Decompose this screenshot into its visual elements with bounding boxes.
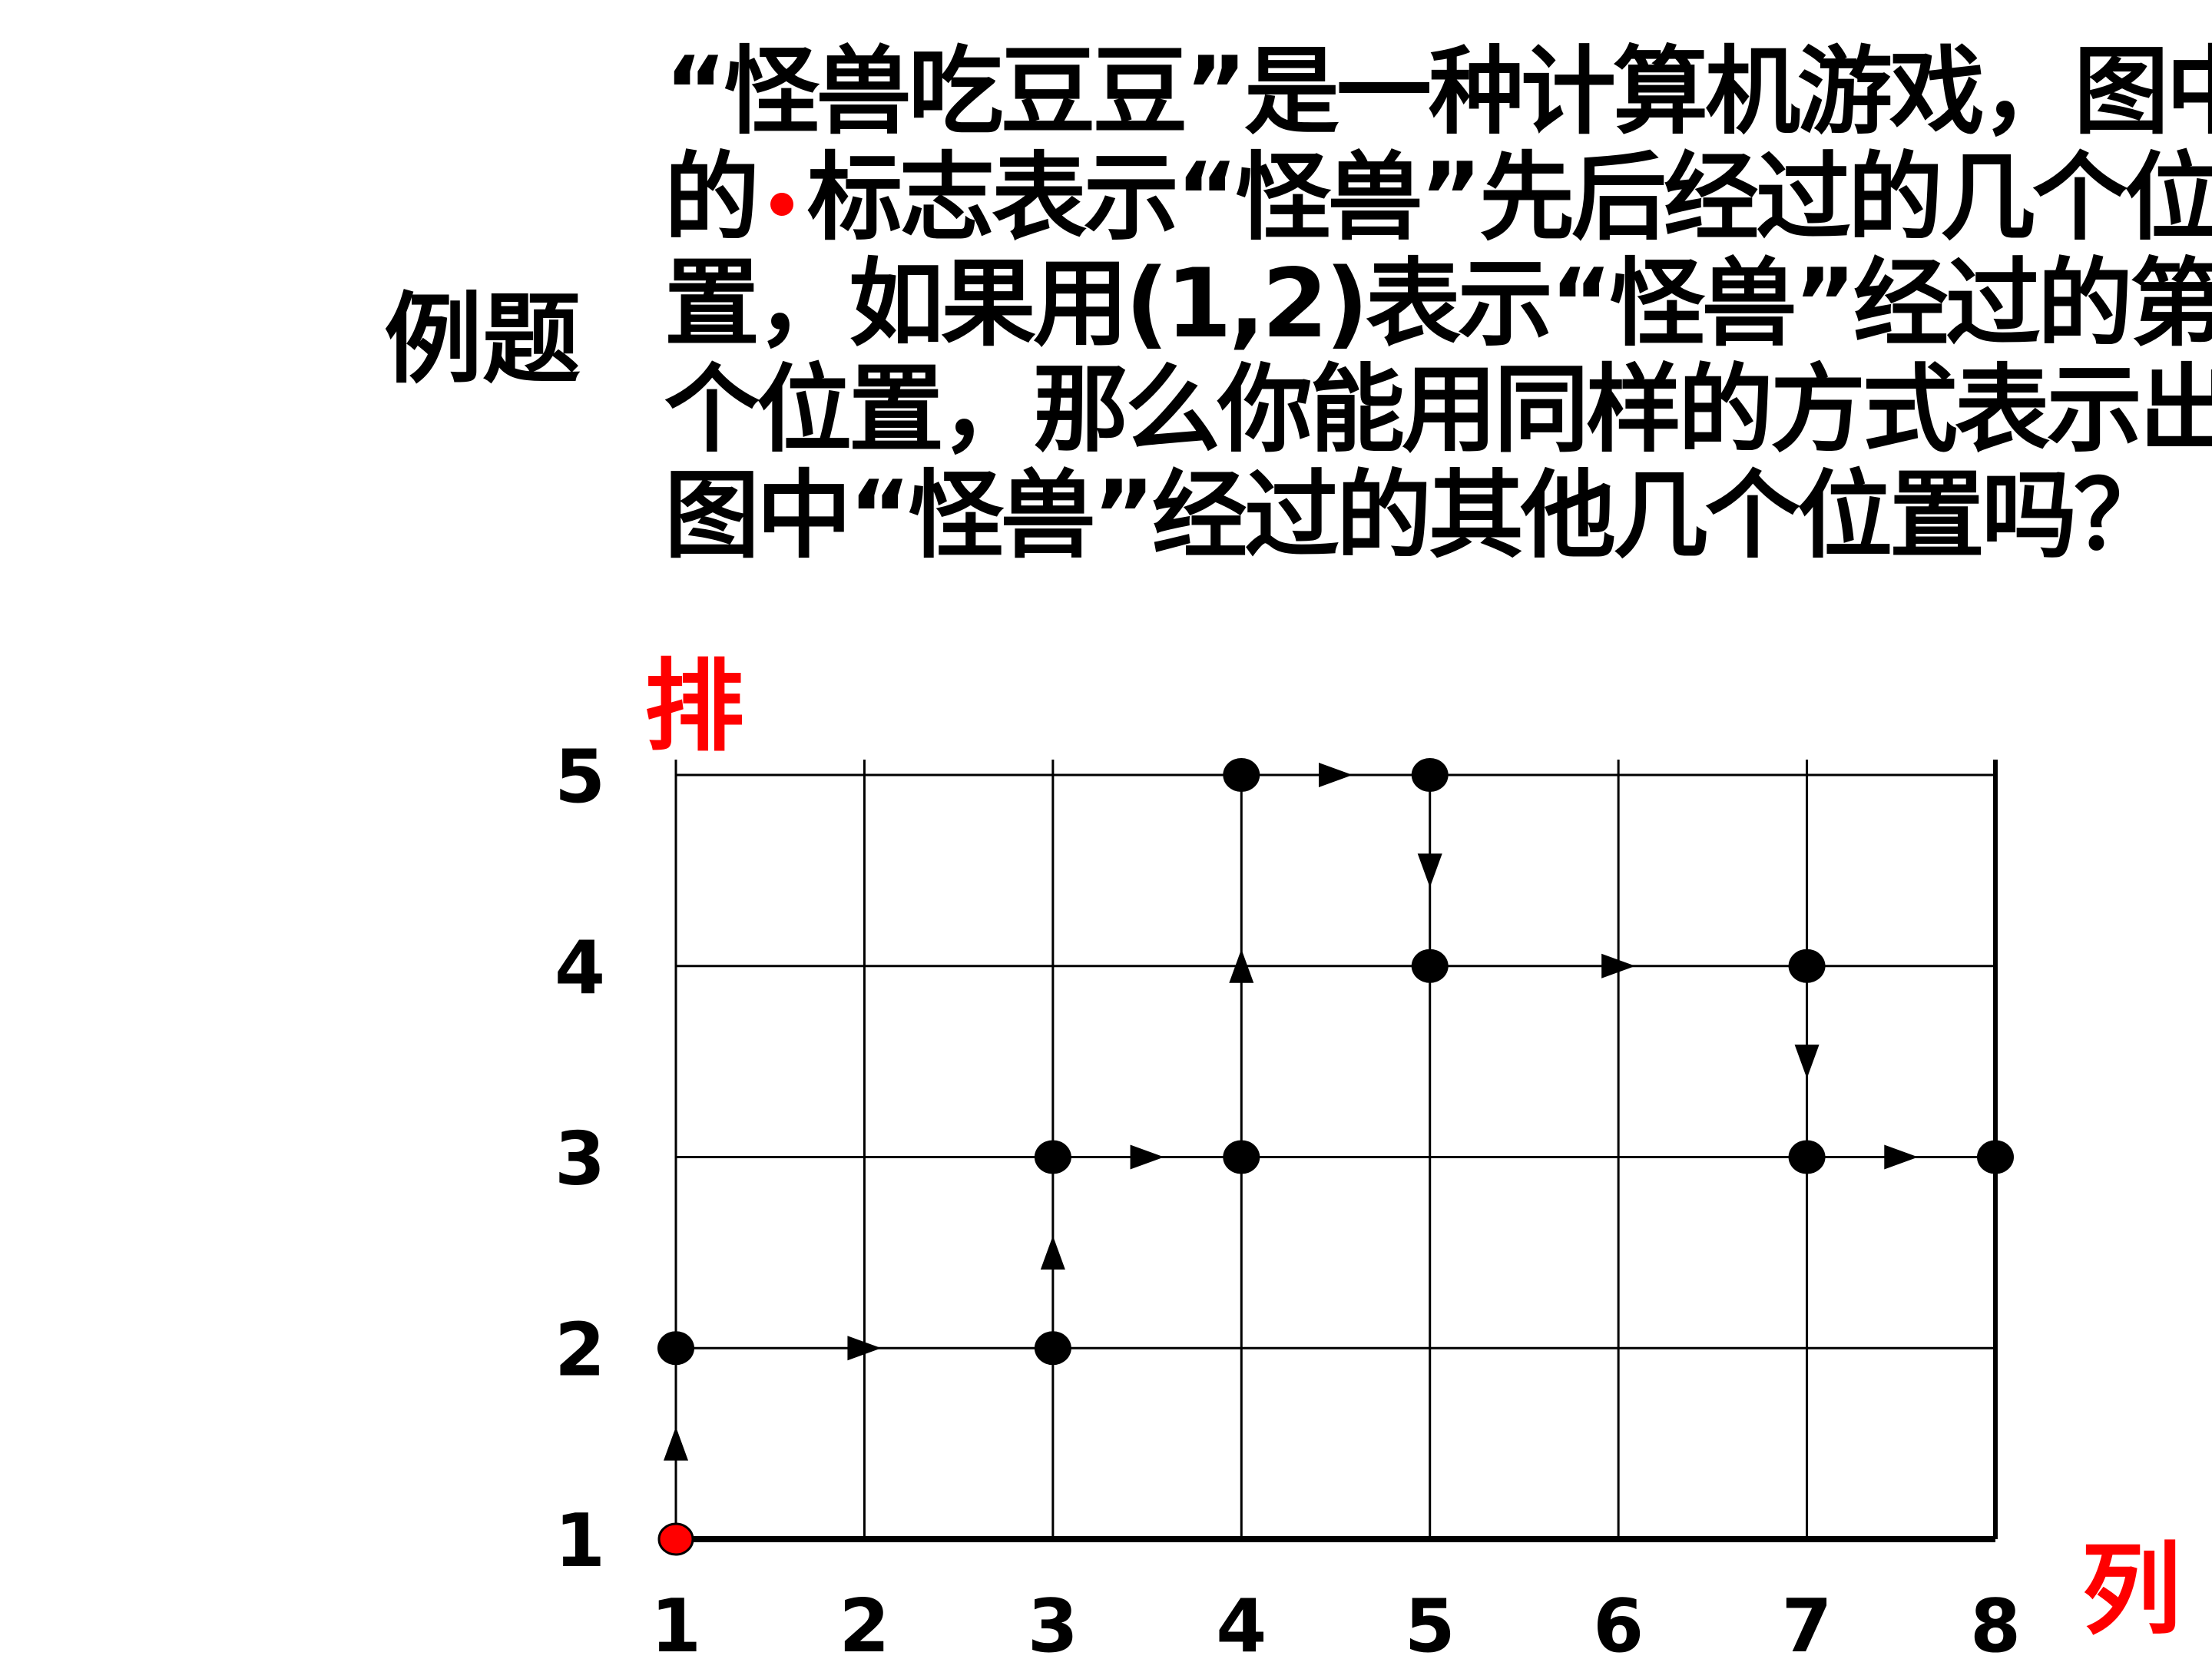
direction-arrow-icon [1884,1144,1919,1170]
direction-arrow-icon [1794,1045,1820,1079]
path-point [1223,758,1260,792]
red-dot-marker-icon [770,192,794,216]
x-tick-label: 2 [839,1584,889,1659]
problem-line-2-before: 的 [664,143,760,253]
y-tick-label: 2 [555,1308,605,1392]
path-point [1788,1140,1826,1174]
y-tick-label: 3 [555,1118,605,1202]
x-tick-label: 6 [1593,1584,1644,1659]
x-tick-label: 3 [1028,1584,1078,1659]
y-tick-label: 1 [555,1499,605,1584]
direction-arrow-icon [1130,1144,1164,1170]
direction-arrow-icon [1417,853,1442,888]
direction-arrow-icon [1319,763,1353,787]
problem-line-3: 置，如果用(1,2)表示“怪兽”经过的第2 [664,249,2212,359]
path-point [1788,949,1826,983]
path-point [1223,1140,1260,1174]
problem-line-2: 的标志表示“怪兽”先后经过的几个位 [664,148,2212,254]
direction-arrow-icon [664,1426,688,1461]
path-point [1034,1331,1071,1366]
y-tick-label: 4 [555,926,605,1011]
x-axis-title: 列 [2081,1531,2181,1648]
problem-line-4: 个位置，那么你能用同样的方式表示出 [664,355,2212,465]
direction-arrow-icon [847,1336,882,1361]
direction-arrow-icon [1601,953,1636,979]
y-axis-title: 排 [644,647,744,765]
path-point [1034,1140,1071,1174]
x-tick-label: 7 [1782,1584,1833,1659]
problem-text: “怪兽吃豆豆”是一种计算机游戏，图中 的标志表示“怪兽”先后经过的几个位 置，如… [664,37,2212,572]
x-tick-label: 1 [651,1584,701,1659]
path-point [1977,1140,2014,1174]
path-point [1411,949,1449,983]
problem-line-1: “怪兽吃豆豆”是一种计算机游戏，图中 [664,37,2212,147]
problem-line-2-after: 标志表示“怪兽”先后经过的几个位 [807,143,2212,253]
direction-arrow-icon [1229,949,1254,983]
direction-arrow-icon [1040,1235,1065,1270]
x-tick-label: 5 [1405,1584,1455,1659]
x-tick-label: 8 [1970,1584,2021,1659]
x-tick-label: 4 [1216,1584,1267,1659]
problem-line-5: 图中“怪兽”经过的其他几个位置吗？ [664,461,2169,571]
path-point [1411,758,1449,792]
y-tick-label: 5 [555,735,605,820]
path-point [657,1331,694,1366]
start-point-marker [657,1522,694,1556]
